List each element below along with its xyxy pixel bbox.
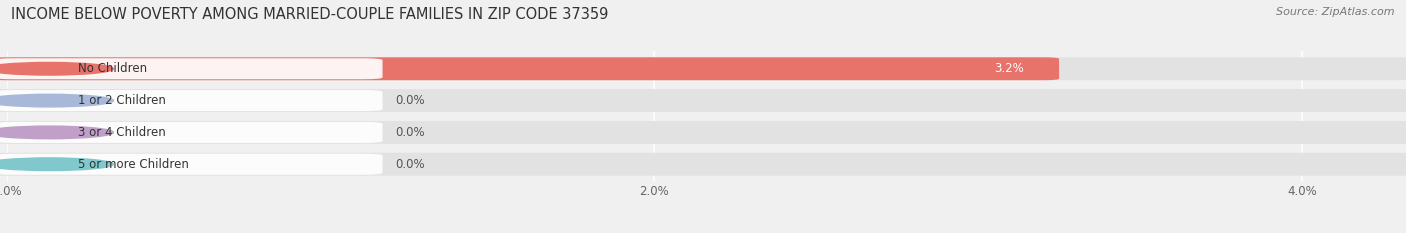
Text: Source: ZipAtlas.com: Source: ZipAtlas.com — [1277, 7, 1395, 17]
FancyBboxPatch shape — [0, 121, 1406, 144]
Text: 0.0%: 0.0% — [395, 158, 425, 171]
Text: 3.2%: 3.2% — [994, 62, 1024, 75]
Text: INCOME BELOW POVERTY AMONG MARRIED-COUPLE FAMILIES IN ZIP CODE 37359: INCOME BELOW POVERTY AMONG MARRIED-COUPL… — [11, 7, 609, 22]
Text: 0.0%: 0.0% — [395, 126, 425, 139]
FancyBboxPatch shape — [0, 122, 382, 143]
Circle shape — [0, 62, 114, 75]
Circle shape — [0, 94, 114, 107]
Circle shape — [0, 158, 114, 171]
FancyBboxPatch shape — [0, 90, 382, 111]
Text: 1 or 2 Children: 1 or 2 Children — [79, 94, 166, 107]
FancyBboxPatch shape — [0, 58, 382, 79]
FancyBboxPatch shape — [0, 89, 1406, 112]
FancyBboxPatch shape — [0, 154, 382, 175]
Text: 0.0%: 0.0% — [395, 94, 425, 107]
Text: No Children: No Children — [79, 62, 148, 75]
FancyBboxPatch shape — [0, 57, 1059, 80]
Text: 3 or 4 Children: 3 or 4 Children — [79, 126, 166, 139]
Circle shape — [0, 126, 114, 139]
Text: 5 or more Children: 5 or more Children — [79, 158, 190, 171]
FancyBboxPatch shape — [0, 153, 1406, 176]
FancyBboxPatch shape — [0, 57, 1406, 80]
